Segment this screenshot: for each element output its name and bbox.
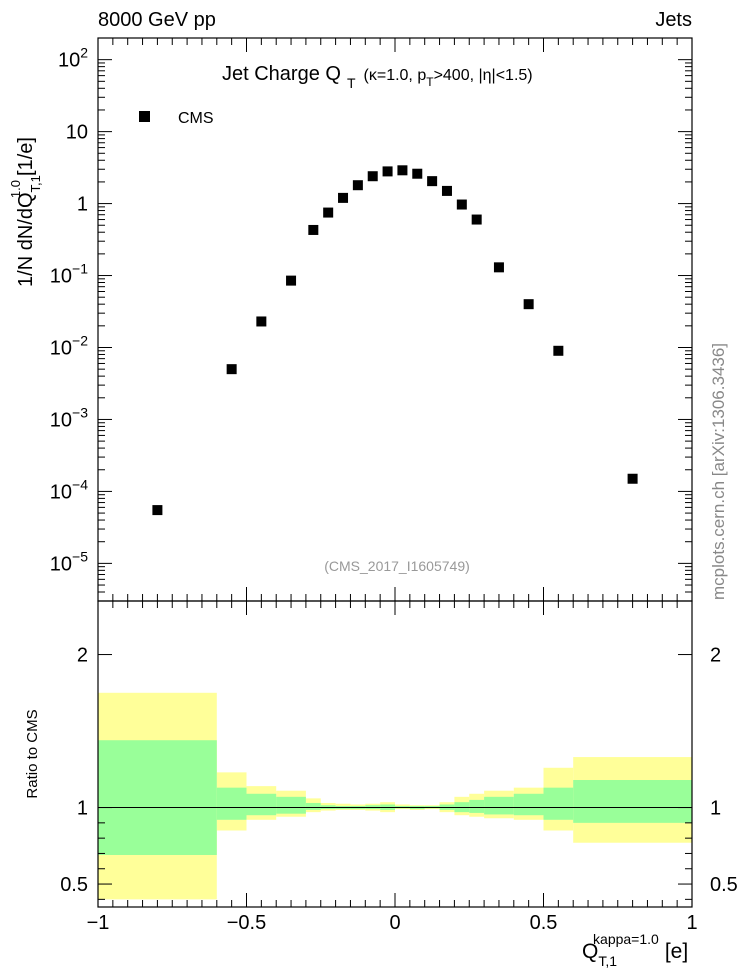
main-ytick-label: 10−2: [50, 332, 88, 359]
ratio-ytick-labels: 0.5 0.5 1 1 2 2: [60, 645, 738, 897]
main-ytick-label: 102: [58, 45, 88, 72]
ratio-ytick-label-right: 2: [710, 645, 721, 667]
ratio-inner-band: [305, 802, 321, 810]
data-point: [152, 505, 163, 516]
title-extra-tail: >400, |η|<1.5): [434, 67, 533, 84]
ratio-xlabel: QT,1 kappa=1.0 [e]: [582, 931, 688, 969]
data-point: [338, 192, 349, 203]
ratio-ytick-label-right: 0.5: [710, 874, 738, 896]
main-ytick-labels: 102 10 1 10−1 10−2 10−3 10−4 10−5: [50, 45, 88, 576]
data-point: [441, 185, 452, 196]
data-point: [382, 166, 393, 177]
data-point: [412, 168, 423, 179]
ratio-xtick-label: 0: [389, 912, 400, 934]
data-point: [397, 165, 408, 176]
ratio-ytick-label: 0.5: [60, 874, 88, 896]
data-point: [367, 171, 378, 182]
ratio-bands: [98, 692, 692, 900]
data-point: [523, 299, 534, 310]
ratio-inner-band: [543, 787, 574, 820]
main-ytick-label: 10−1: [50, 261, 88, 288]
ratio-inner-band: [216, 787, 247, 820]
main-ytick-label: 10−5: [50, 548, 88, 575]
data-point: [553, 345, 564, 356]
ylabel-sub: T,1: [28, 175, 43, 192]
ylabel-unit: [1/e]: [15, 137, 37, 176]
ratio-ytick-label-right: 1: [710, 798, 721, 820]
data-point: [352, 180, 363, 191]
data-point: [286, 275, 297, 286]
data-point: [627, 473, 638, 484]
xlabel-unit: [e]: [665, 940, 688, 963]
xlabel-sub: T,1: [598, 953, 617, 969]
title-extra: (κ=1.0, p: [364, 67, 427, 84]
data-point: [226, 364, 237, 375]
main-ytick-label: 1: [77, 194, 88, 216]
ratio-xtick-label: 0.5: [530, 912, 558, 934]
ylabel-text: 1/N dN/dQ: [15, 192, 37, 286]
main-data-points: [152, 165, 638, 516]
title-sub: T: [347, 75, 356, 91]
ratio-inner-band: [276, 796, 306, 814]
data-point: [427, 176, 438, 187]
ratio-xtick-label: −1: [87, 912, 110, 934]
header-right: Jets: [655, 9, 692, 31]
data-point: [456, 199, 467, 210]
data-point: [471, 214, 482, 225]
title-text: Jet Charge Q: [222, 63, 341, 85]
xlabel-text: Q: [582, 940, 598, 963]
data-point: [308, 224, 319, 235]
ratio-inner-band: [98, 740, 217, 855]
ratio-inner-band: [573, 780, 692, 823]
ratio-xtick-label: −0.5: [227, 912, 266, 934]
main-ytick-label: 10−4: [50, 476, 88, 503]
ratio-ytick-label: 2: [77, 645, 88, 667]
data-point: [256, 316, 267, 327]
data-point: [493, 262, 504, 273]
ratio-inner-band: [513, 793, 544, 816]
main-ytick-label: 10−3: [50, 404, 88, 431]
ratio-frame: [97, 600, 693, 908]
ratio-ytick-label: 1: [77, 798, 88, 820]
header-left: 8000 GeV pp: [98, 9, 216, 31]
ratio-ylabel: Ratio to CMS: [24, 709, 41, 798]
ratio-xtick-labels: −1 −0.5 0 0.5 1: [87, 912, 698, 934]
main-title: Jet Charge Q T (κ=1.0, pT>400, |η|<1.5): [222, 63, 533, 91]
ratio-xtick-label: 1: [686, 912, 697, 934]
xlabel-sup: kappa=1.0: [593, 931, 659, 947]
ratio-inner-band: [469, 799, 485, 813]
legend-label: CMS: [178, 110, 214, 127]
ratio-inner-band: [246, 793, 277, 816]
watermark: (CMS_2017_I1605749): [324, 558, 470, 574]
ylabel-sup: 1.0: [8, 180, 23, 198]
side-label: mcplots.cern.ch [arXiv:1306.3436]: [709, 343, 728, 600]
data-point: [323, 207, 334, 218]
legend-marker: [139, 111, 150, 122]
main-ytick-label: 10: [66, 122, 88, 144]
title-extra-sub: T: [426, 75, 434, 89]
ratio-inner-band: [484, 796, 514, 815]
main-ylabel: 1/N dN/dQT,1 1.0 [1/e]: [8, 137, 43, 287]
